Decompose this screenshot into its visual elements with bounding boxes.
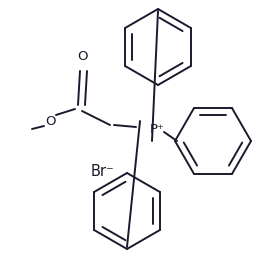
Text: P⁺: P⁺ — [150, 123, 165, 135]
Text: O: O — [78, 50, 88, 63]
Text: Br⁻: Br⁻ — [91, 163, 115, 178]
Text: O: O — [45, 114, 55, 127]
